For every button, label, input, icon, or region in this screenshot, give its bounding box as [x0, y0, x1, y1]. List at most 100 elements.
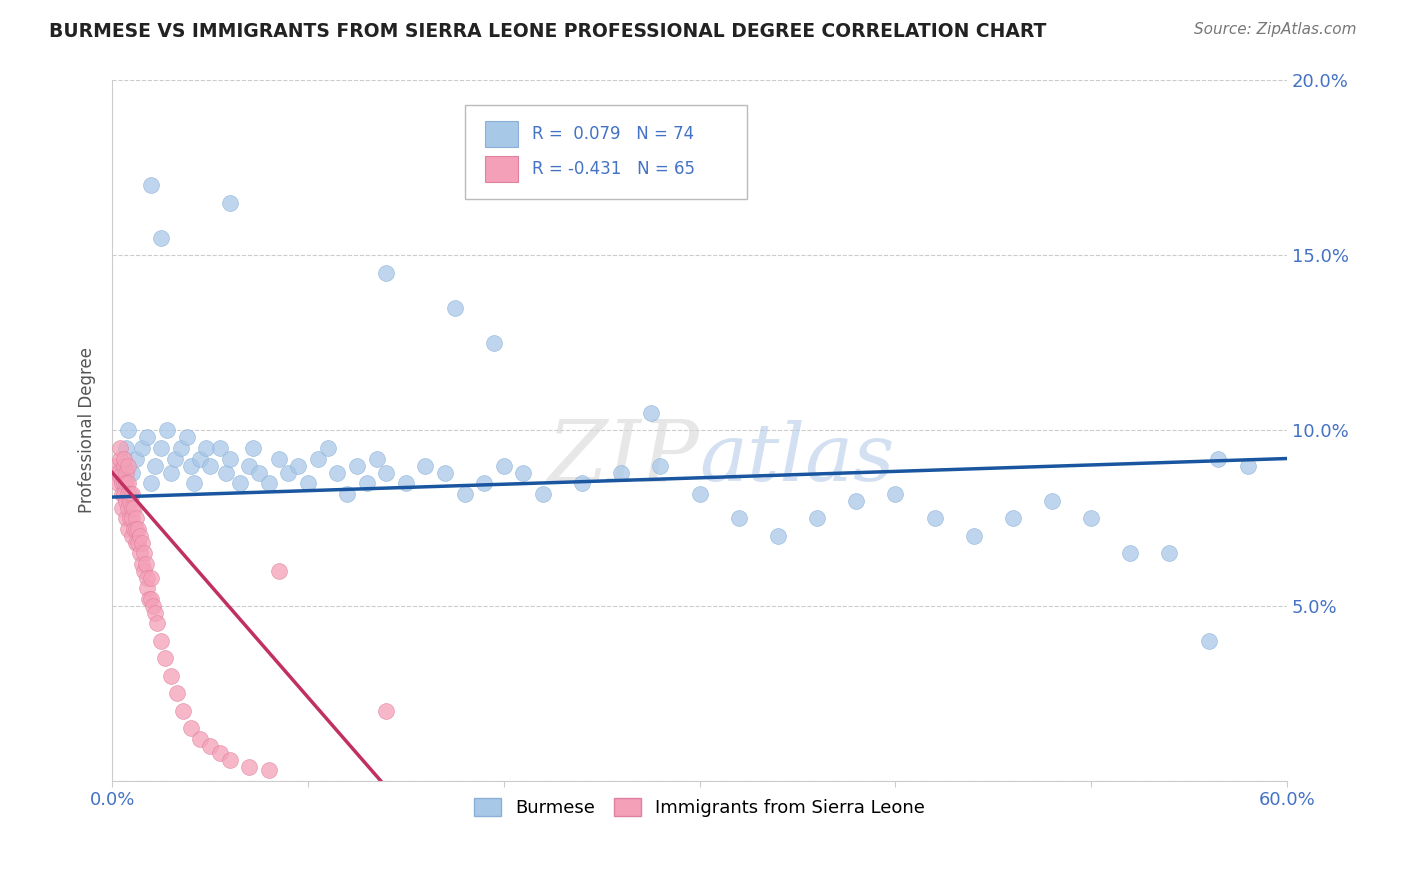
Point — [1001, 511, 1024, 525]
Point — [482, 335, 505, 350]
Point — [135, 557, 157, 571]
Point — [136, 571, 159, 585]
Point — [208, 746, 231, 760]
Point — [188, 451, 211, 466]
Point — [160, 466, 183, 480]
Point — [531, 486, 554, 500]
Point — [215, 466, 238, 480]
Point — [153, 651, 176, 665]
Point — [125, 451, 148, 466]
Text: BURMESE VS IMMIGRANTS FROM SIERRA LEONE PROFESSIONAL DEGREE CORRELATION CHART: BURMESE VS IMMIGRANTS FROM SIERRA LEONE … — [49, 22, 1046, 41]
Point — [208, 441, 231, 455]
Point — [267, 564, 290, 578]
Point — [141, 591, 163, 606]
Point — [115, 441, 138, 455]
Point — [571, 476, 593, 491]
Point — [117, 476, 139, 491]
Point — [127, 522, 149, 536]
Point — [180, 458, 202, 473]
Point — [884, 486, 907, 500]
Text: R = -0.431   N = 65: R = -0.431 N = 65 — [531, 160, 695, 178]
FancyBboxPatch shape — [485, 156, 517, 182]
Point — [650, 458, 672, 473]
Point — [492, 458, 515, 473]
Point — [143, 458, 166, 473]
Point — [131, 441, 153, 455]
Point — [218, 753, 240, 767]
Point — [307, 451, 329, 466]
Point — [111, 458, 134, 473]
Point — [727, 511, 749, 525]
Point — [434, 466, 457, 480]
Point — [924, 511, 946, 525]
Point — [375, 266, 398, 280]
Point — [141, 571, 163, 585]
Point — [118, 493, 141, 508]
Point — [125, 535, 148, 549]
Point — [356, 476, 378, 491]
Point — [444, 301, 467, 315]
Point — [238, 760, 260, 774]
Point — [132, 564, 155, 578]
Text: ZIP: ZIP — [548, 417, 700, 500]
Point — [395, 476, 418, 491]
Point — [115, 476, 138, 491]
Point — [453, 486, 475, 500]
Point — [117, 486, 139, 500]
FancyBboxPatch shape — [485, 121, 517, 146]
Point — [142, 599, 165, 613]
Point — [297, 476, 319, 491]
Point — [1040, 493, 1063, 508]
Point — [111, 486, 134, 500]
Point — [125, 522, 148, 536]
Point — [238, 458, 260, 473]
Point — [512, 466, 534, 480]
Point — [242, 441, 264, 455]
Point — [118, 511, 141, 525]
Text: atlas: atlas — [700, 420, 896, 497]
Point — [117, 458, 139, 473]
Point — [346, 458, 368, 473]
Point — [188, 731, 211, 746]
Point — [287, 458, 309, 473]
Point — [141, 178, 163, 193]
Point — [150, 441, 173, 455]
Point — [136, 581, 159, 595]
Point — [160, 669, 183, 683]
Point — [121, 500, 143, 515]
Point — [127, 535, 149, 549]
Point — [228, 476, 250, 491]
Point — [115, 511, 138, 525]
Point — [117, 522, 139, 536]
Point — [156, 424, 179, 438]
Point — [141, 476, 163, 491]
Point — [277, 466, 299, 480]
Point — [118, 486, 141, 500]
Point — [121, 466, 143, 480]
Point — [112, 451, 135, 466]
Point — [112, 476, 135, 491]
Point — [128, 528, 150, 542]
Point — [218, 195, 240, 210]
Point — [163, 451, 186, 466]
Point — [112, 458, 135, 473]
Point — [136, 430, 159, 444]
FancyBboxPatch shape — [464, 104, 747, 199]
Point — [1236, 458, 1258, 473]
Point — [1208, 451, 1230, 466]
Point — [183, 476, 205, 491]
Y-axis label: Professional Degree: Professional Degree — [79, 348, 96, 514]
Point — [180, 722, 202, 736]
Point — [806, 511, 828, 525]
Point — [366, 451, 388, 466]
Point — [1080, 511, 1102, 525]
Point — [128, 546, 150, 560]
Point — [122, 500, 145, 515]
Point — [150, 230, 173, 244]
Point — [963, 528, 986, 542]
Point — [1119, 546, 1142, 560]
Point — [472, 476, 495, 491]
Point — [166, 686, 188, 700]
Point — [176, 430, 198, 444]
Point — [195, 441, 218, 455]
